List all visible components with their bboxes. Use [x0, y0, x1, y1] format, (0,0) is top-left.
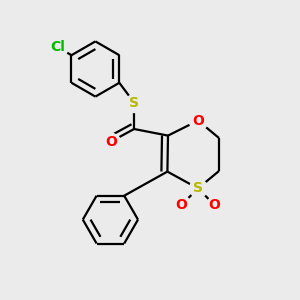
Text: S: S [193, 182, 203, 195]
Text: O: O [176, 198, 188, 212]
Text: O: O [208, 198, 220, 212]
Text: O: O [105, 135, 117, 148]
Text: O: O [192, 114, 204, 128]
Text: Cl: Cl [50, 40, 64, 54]
Text: S: S [129, 96, 139, 110]
